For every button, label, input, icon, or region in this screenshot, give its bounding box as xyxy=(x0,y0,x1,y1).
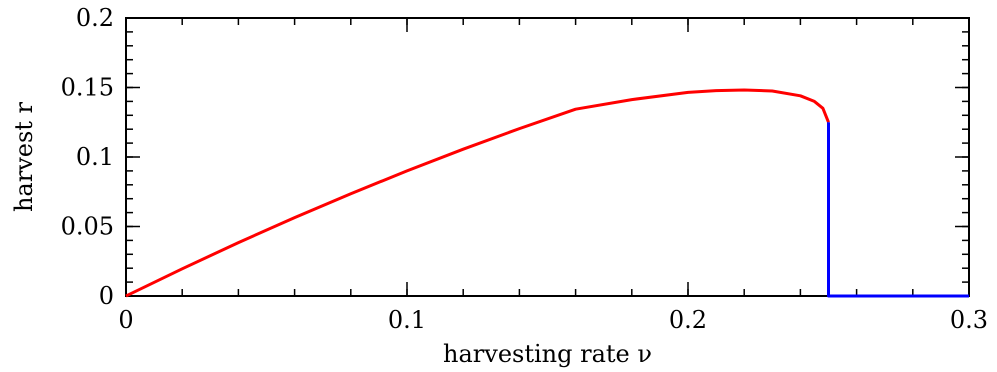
y-tick-label: 0 xyxy=(99,282,114,310)
y-axis-label: harvest r xyxy=(10,101,38,212)
y-tick-label: 0.2 xyxy=(76,4,114,32)
plot-frame xyxy=(125,17,970,297)
x-tick-label: 0.1 xyxy=(388,306,426,334)
y-tick-label: 0.1 xyxy=(76,143,114,171)
series-line-blue xyxy=(827,122,969,298)
x-tick-label: 0 xyxy=(118,306,133,334)
y-tick-label: 0.15 xyxy=(61,74,114,102)
x-tick-label: 0.3 xyxy=(950,306,988,334)
y-tick-label: 0.05 xyxy=(61,213,114,241)
series-line-red xyxy=(125,88,830,298)
x-axis-label: harvesting rate ν xyxy=(443,340,652,368)
x-tick-label: 0.2 xyxy=(669,306,707,334)
